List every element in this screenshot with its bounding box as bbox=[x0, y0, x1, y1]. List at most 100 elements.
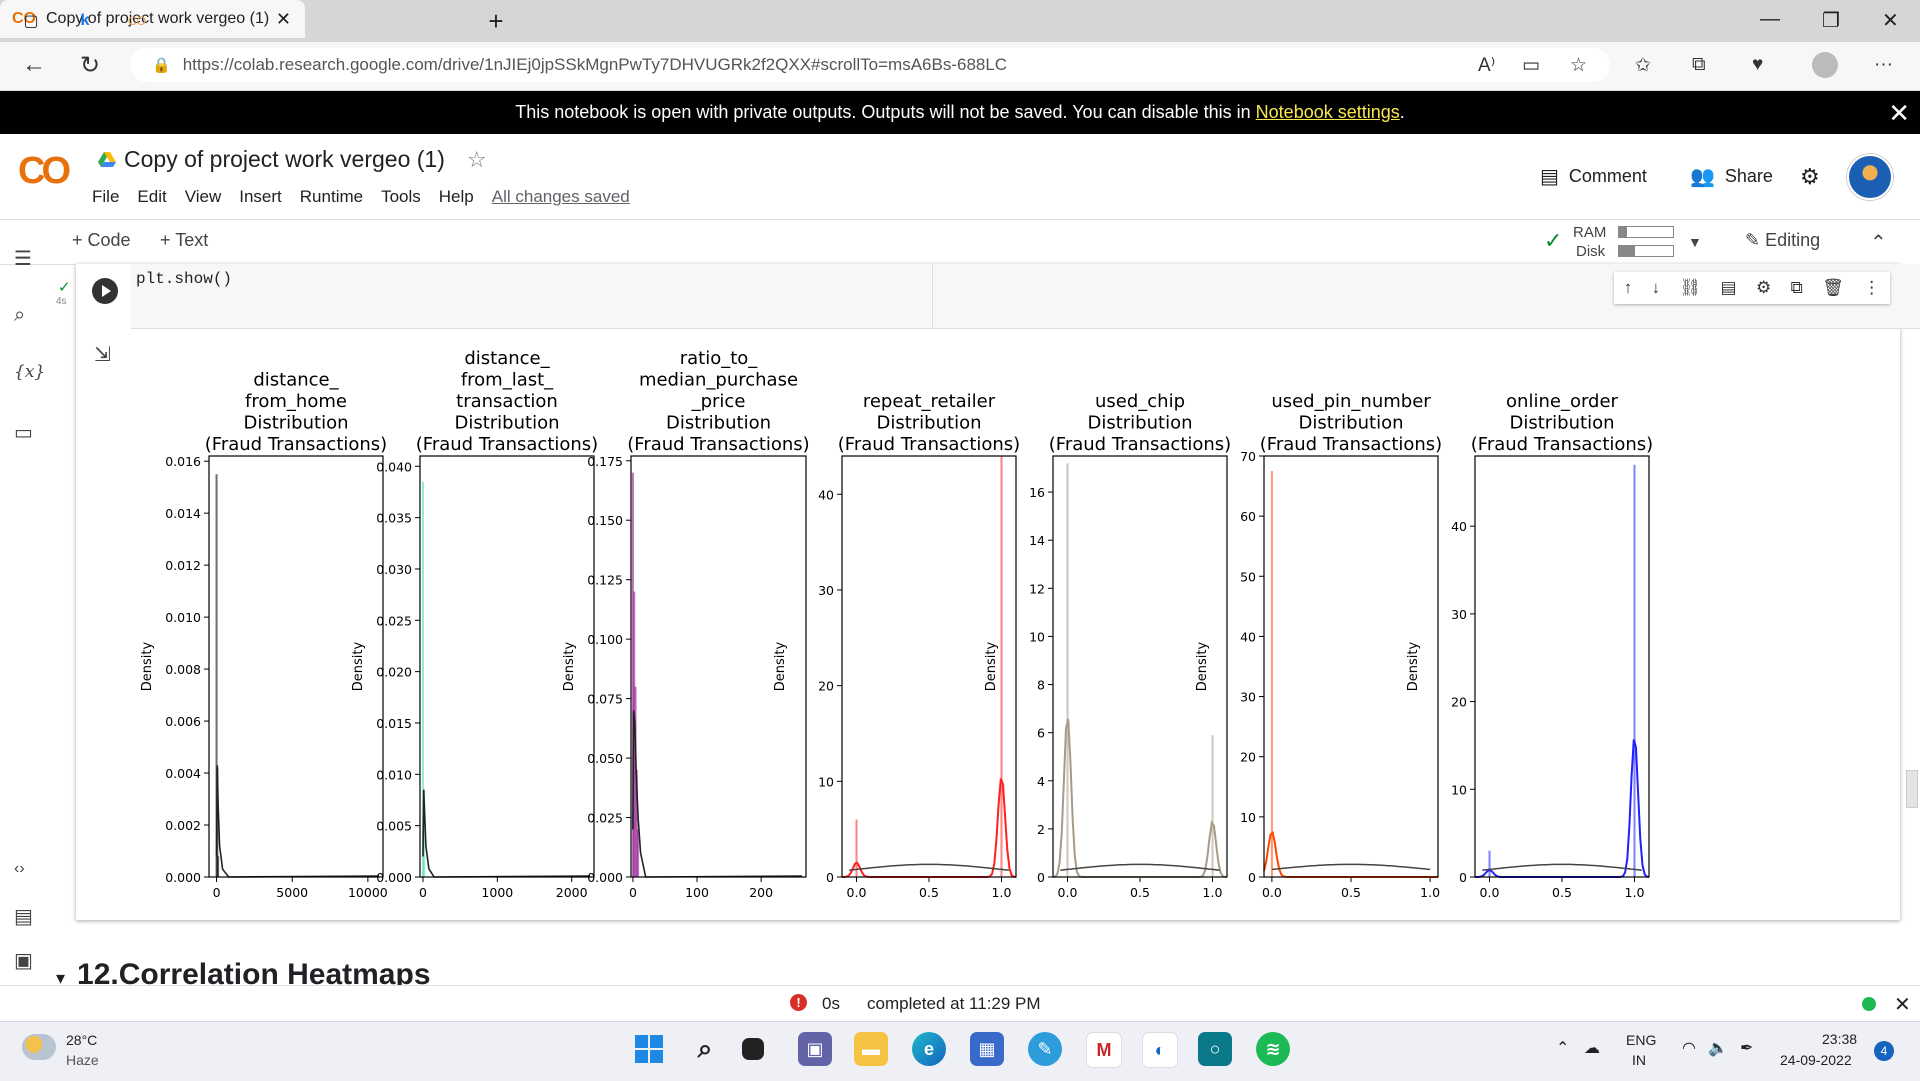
lock-icon: 🔒 bbox=[152, 57, 171, 74]
clock-time[interactable]: 23:38 bbox=[1822, 1031, 1858, 1047]
editing-mode-button[interactable]: ✎ Editing bbox=[1745, 230, 1820, 251]
quick-assist-icon[interactable]: ◐ bbox=[1142, 1032, 1178, 1068]
x-tick-label: 0.5 bbox=[1130, 885, 1150, 900]
mcafee-icon[interactable]: M bbox=[1086, 1032, 1122, 1068]
y-tick-label: 0.010 bbox=[376, 767, 412, 782]
run-cell-button[interactable] bbox=[92, 278, 118, 304]
language-top[interactable]: ENG bbox=[1626, 1032, 1657, 1048]
mirror-cell-icon[interactable]: ⧉ bbox=[1790, 278, 1803, 297]
histogram-bar bbox=[1211, 735, 1214, 877]
y-axis-label: Density bbox=[984, 641, 999, 691]
output-actions-icon[interactable]: ⇲ bbox=[94, 344, 111, 366]
menu-help[interactable]: Help bbox=[438, 187, 474, 206]
refresh-icon[interactable]: ↻ bbox=[80, 52, 101, 79]
add-favorite-icon[interactable]: ☆ bbox=[1570, 55, 1588, 76]
star-icon[interactable]: ☆ bbox=[466, 146, 487, 172]
tab-actions-icon[interactable]: ▢ bbox=[23, 13, 39, 30]
notification-badge[interactable]: 4 bbox=[1874, 1041, 1894, 1061]
more-menu-icon[interactable]: ··· bbox=[1874, 54, 1893, 75]
colab-logo[interactable]: CO bbox=[18, 150, 71, 192]
search-icon[interactable]: ⌕ bbox=[14, 304, 26, 326]
alexa-icon[interactable]: ○ bbox=[1198, 1032, 1232, 1066]
save-status[interactable]: All changes saved bbox=[491, 187, 630, 206]
resources-dropdown-icon[interactable]: ▼ bbox=[1688, 234, 1702, 250]
edge-dev-icon[interactable]: ✎ bbox=[1028, 1032, 1062, 1066]
window-close-icon[interactable]: ✕ bbox=[1882, 10, 1899, 32]
table-of-contents-icon[interactable]: ☰ bbox=[14, 248, 32, 270]
add-text-button[interactable]: + Text bbox=[160, 230, 209, 250]
code-cell[interactable] bbox=[76, 264, 1920, 920]
chart-title-line: median_purchase bbox=[639, 370, 798, 391]
volume-icon[interactable]: 🔈 bbox=[1708, 1040, 1728, 1057]
chart-title-line: Distribution bbox=[666, 413, 771, 434]
cell-settings-icon[interactable]: ⚙ bbox=[1755, 278, 1772, 297]
pen-icon[interactable]: ✒ bbox=[1740, 1040, 1754, 1057]
command-palette-icon[interactable]: ▤ bbox=[14, 906, 33, 928]
read-aloud-icon[interactable]: A⁾ bbox=[1478, 55, 1496, 76]
menu-tools[interactable]: Tools bbox=[381, 187, 421, 206]
teams-chat-icon[interactable]: ▣ bbox=[798, 1032, 832, 1066]
wifi-icon[interactable]: ◠ bbox=[1682, 1040, 1696, 1057]
y-tick-label: 0.150 bbox=[587, 513, 623, 528]
cell-more-icon[interactable]: ⋮ bbox=[1863, 278, 1881, 297]
immersive-reader-icon[interactable]: ▭ bbox=[1522, 55, 1540, 76]
terminal-icon[interactable]: ▣ bbox=[14, 950, 33, 972]
new-tab-button[interactable]: + bbox=[488, 5, 504, 36]
variables-icon[interactable]: {x} bbox=[14, 362, 46, 382]
move-down-icon[interactable]: ↓ bbox=[1651, 278, 1661, 297]
collapse-header-icon[interactable]: ⌃ bbox=[1870, 232, 1887, 254]
minimize-icon[interactable]: — bbox=[1760, 8, 1780, 30]
microsoft-store-icon[interactable]: ▦ bbox=[970, 1032, 1004, 1066]
comment-button[interactable]: ▤ Comment bbox=[1540, 164, 1647, 189]
clock-date[interactable]: 24-09-2022 bbox=[1780, 1052, 1852, 1068]
notebook-settings-link[interactable]: Notebook settings bbox=[1255, 102, 1400, 122]
edge-browser-icon[interactable]: e bbox=[912, 1032, 946, 1066]
resources-widget[interactable]: RAM Disk bbox=[1573, 223, 1606, 261]
move-up-icon[interactable]: ↑ bbox=[1623, 278, 1633, 297]
weather-icon[interactable] bbox=[22, 1034, 56, 1060]
menu-runtime[interactable]: Runtime bbox=[299, 187, 364, 206]
menu-insert[interactable]: Insert bbox=[239, 187, 282, 206]
account-avatar[interactable] bbox=[1847, 154, 1893, 200]
back-icon[interactable]: ← bbox=[22, 51, 46, 78]
menu-edit[interactable]: Edit bbox=[137, 187, 167, 206]
collapse-section-icon[interactable]: ▾ bbox=[56, 968, 66, 988]
show-hidden-icons-icon[interactable]: ⌃ bbox=[1556, 1040, 1570, 1057]
onedrive-icon[interactable]: ☁ bbox=[1584, 1040, 1600, 1057]
kde-curve bbox=[842, 778, 1017, 878]
weather-temp[interactable]: 28°C bbox=[66, 1032, 98, 1048]
search-taskbar-icon[interactable]: ⌕ bbox=[697, 1033, 713, 1063]
link-icon[interactable]: ⛓ bbox=[1679, 278, 1702, 297]
delete-cell-icon[interactable]: 🗑 bbox=[1822, 278, 1844, 297]
windows-start-icon[interactable] bbox=[632, 1032, 666, 1066]
tab-k[interactable]: k bbox=[80, 12, 90, 29]
status-close-icon[interactable]: ✕ bbox=[1894, 994, 1911, 1016]
task-view-icon[interactable] bbox=[742, 1038, 764, 1060]
spotify-icon[interactable]: ≋ bbox=[1256, 1032, 1290, 1066]
file-explorer-icon[interactable]: ▬ bbox=[854, 1032, 888, 1066]
files-folder-icon[interactable]: ▭ bbox=[14, 422, 33, 444]
code-snippets-icon[interactable]: ‹› bbox=[14, 860, 25, 877]
collections-icon[interactable]: ⧉ bbox=[1692, 54, 1706, 75]
code-text[interactable]: plt.show() bbox=[136, 270, 233, 288]
close-tab-icon[interactable]: ✕ bbox=[275, 8, 291, 29]
url-field[interactable]: 🔒 https://colab.research.google.com/driv… bbox=[130, 48, 1610, 82]
profile-icon[interactable] bbox=[1812, 52, 1838, 78]
share-button[interactable]: 👥 Share bbox=[1690, 164, 1773, 189]
notice-close-icon[interactable]: ✕ bbox=[1888, 98, 1910, 128]
tab-colab-pinned[interactable]: CO bbox=[128, 14, 146, 28]
settings-gear-icon[interactable]: ⚙ bbox=[1800, 164, 1820, 189]
disk-meter bbox=[1618, 245, 1674, 257]
favorites-icon[interactable]: ✩ bbox=[1635, 55, 1651, 76]
add-code-button[interactable]: + Code bbox=[72, 230, 131, 250]
notebook-title[interactable]: Copy of project work vergeo (1) bbox=[124, 146, 445, 172]
menu-view[interactable]: View bbox=[184, 187, 222, 206]
health-icon[interactable]: ♥ bbox=[1752, 54, 1764, 75]
restore-icon[interactable]: ❐ bbox=[1822, 10, 1840, 32]
chart-title-line: (Fraud Transactions) bbox=[416, 434, 598, 455]
x-tick-label: 1.0 bbox=[992, 885, 1012, 900]
active-tab[interactable]: CO Copy of project work vergeo (1) ✕ bbox=[0, 0, 305, 38]
comment-cell-icon[interactable]: ▤ bbox=[1720, 278, 1737, 297]
menu-file[interactable]: File bbox=[92, 187, 120, 206]
scrollbar-thumb[interactable] bbox=[1906, 770, 1918, 808]
